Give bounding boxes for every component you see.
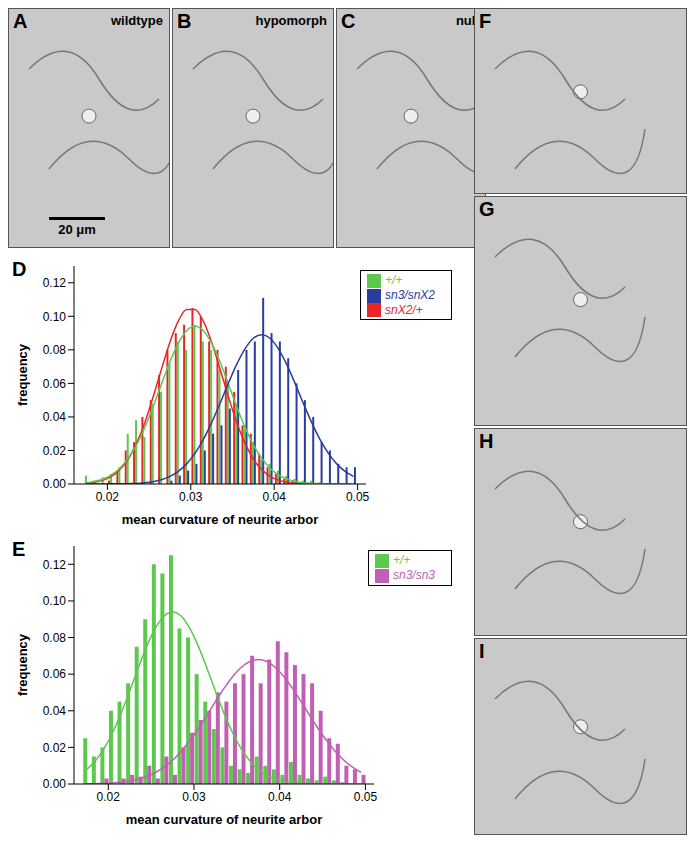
html-text:20 μm: 20 μm	[58, 222, 96, 237]
html-text:sn3/snX2: sn3/snX2	[385, 287, 435, 302]
html-text:H: H	[479, 430, 494, 452]
svg-text:0.06: 0.06	[43, 377, 67, 391]
svg-text:0.08: 0.08	[43, 631, 67, 645]
svg-text:mean curvature of neurite arbo: mean curvature of neurite arbor	[126, 812, 323, 827]
svg-text:0.02: 0.02	[96, 490, 120, 504]
html-text:D: D	[12, 258, 27, 280]
svg-text:0.02: 0.02	[43, 741, 67, 755]
svg-text:0.08: 0.08	[43, 343, 67, 357]
html-text:hypomorph: hypomorph	[255, 13, 327, 28]
svg-text:0.03: 0.03	[179, 490, 203, 504]
svg-text:frequency: frequency	[15, 633, 30, 696]
svg-text:0.04: 0.04	[268, 790, 292, 804]
svg-text:0.02: 0.02	[43, 444, 67, 458]
html-text:snX2/+: snX2/+	[385, 302, 423, 317]
svg-text:0.10: 0.10	[43, 594, 67, 608]
svg-text:0.03: 0.03	[182, 790, 206, 804]
html-text:nullF: nullF	[455, 10, 492, 32]
svg-text:0.12: 0.12	[43, 276, 67, 290]
html-text:I: I	[479, 640, 485, 662]
svg-text:0.04: 0.04	[263, 490, 287, 504]
svg-text:0.04: 0.04	[43, 410, 67, 424]
html-text:B: B	[177, 10, 192, 32]
svg-text:0.10: 0.10	[43, 310, 67, 324]
svg-text:frequency: frequency	[15, 343, 30, 406]
svg-text:0.12: 0.12	[43, 558, 67, 572]
html-text:A: A	[13, 10, 28, 32]
html-text:G: G	[479, 198, 495, 220]
svg-text:0.06: 0.06	[43, 667, 67, 681]
svg-text:0.04: 0.04	[43, 704, 67, 718]
svg-text:0.05: 0.05	[354, 790, 378, 804]
html-text:C: C	[341, 10, 356, 32]
html-text:wildtype: wildtype	[111, 13, 163, 28]
svg-text:0.00: 0.00	[43, 477, 67, 491]
html-text:E: E	[12, 538, 26, 560]
svg-text:0.00: 0.00	[43, 777, 67, 791]
svg-text:mean curvature of neurite arbo: mean curvature of neurite arbor	[122, 512, 319, 527]
html-text:sn3/sn3: sn3/sn3	[393, 567, 435, 582]
svg-text:0.02: 0.02	[97, 790, 121, 804]
svg-text:0.05: 0.05	[346, 490, 370, 504]
